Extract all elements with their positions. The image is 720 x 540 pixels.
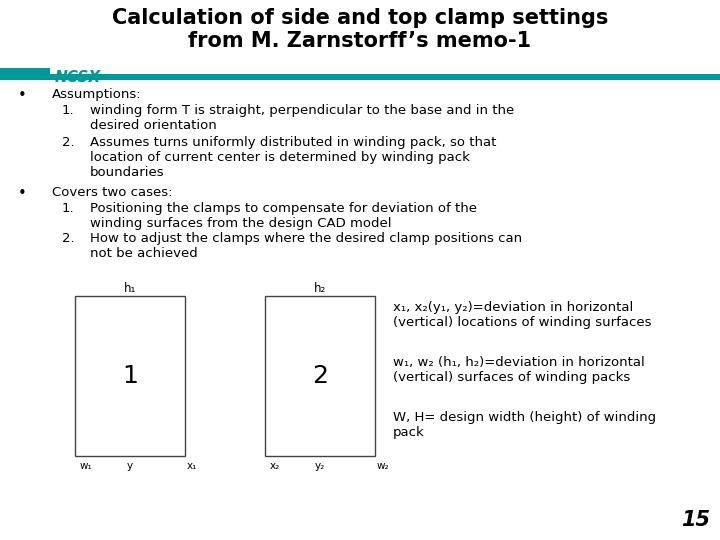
Text: Positioning the clamps to compensate for deviation of the
winding surfaces from : Positioning the clamps to compensate for… <box>90 202 477 230</box>
Bar <box>75 296 185 456</box>
Text: •: • <box>18 88 27 103</box>
Text: x₁: x₁ <box>187 461 197 471</box>
Text: NCSX: NCSX <box>55 70 102 85</box>
Text: Assumes turns uniformly distributed in winding pack, so that
location of current: Assumes turns uniformly distributed in w… <box>90 136 496 179</box>
Text: x₂: x₂ <box>270 461 280 471</box>
Text: 2: 2 <box>312 364 328 388</box>
Bar <box>265 296 375 456</box>
Text: •: • <box>18 186 27 201</box>
Text: Assumptions:: Assumptions: <box>52 88 142 101</box>
Text: y₂: y₂ <box>315 461 325 471</box>
Bar <box>0 68 50 80</box>
Text: h₂: h₂ <box>314 282 326 295</box>
Text: 2.: 2. <box>62 136 75 149</box>
Text: w₁: w₁ <box>80 461 93 471</box>
Text: W, H= design width (height) of winding
pack: W, H= design width (height) of winding p… <box>393 411 656 439</box>
Text: Calculation of side and top clamp settings
from M. Zarnstorff’s memo-1: Calculation of side and top clamp settin… <box>112 8 608 51</box>
Text: h₁: h₁ <box>124 282 136 295</box>
Text: winding form T is straight, perpendicular to the base and in the
desired orienta: winding form T is straight, perpendicula… <box>90 104 514 132</box>
Text: 1.: 1. <box>62 202 75 215</box>
Text: w₁, w₂ (h₁, h₂)=deviation in horizontal
(vertical) surfaces of winding packs: w₁, w₂ (h₁, h₂)=deviation in horizontal … <box>393 356 644 384</box>
Text: 15: 15 <box>681 510 710 530</box>
Text: y: y <box>127 461 133 471</box>
Text: Covers two cases:: Covers two cases: <box>52 186 173 199</box>
Text: 1.: 1. <box>62 104 75 117</box>
Bar <box>0 74 720 80</box>
Text: How to adjust the clamps where the desired clamp positions can
not be achieved: How to adjust the clamps where the desir… <box>90 232 522 260</box>
Text: x₁, x₂(y₁, y₂)=deviation in horizontal
(vertical) locations of winding surfaces: x₁, x₂(y₁, y₂)=deviation in horizontal (… <box>393 301 652 329</box>
Text: w₂: w₂ <box>377 461 390 471</box>
Text: 2.: 2. <box>62 232 75 245</box>
Text: 1: 1 <box>122 364 138 388</box>
